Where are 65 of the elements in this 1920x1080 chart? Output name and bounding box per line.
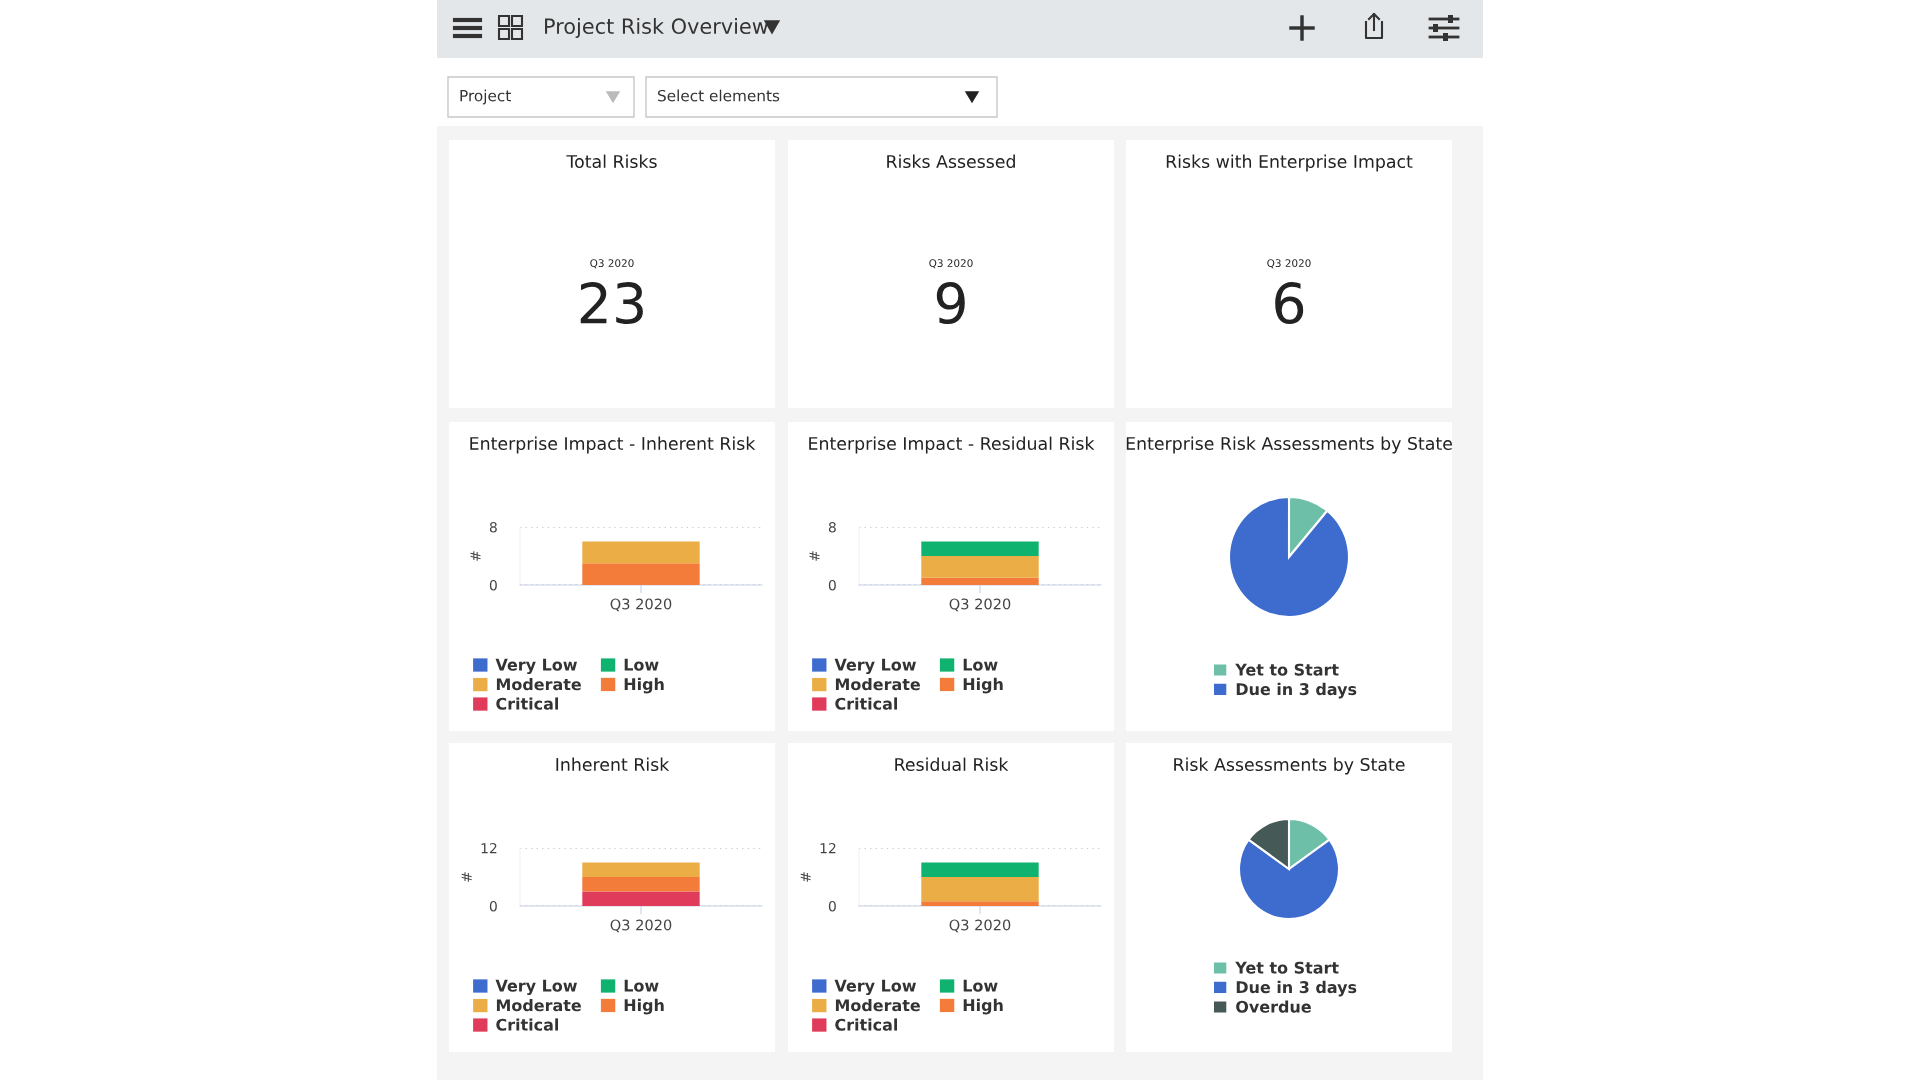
chart-title: Inherent Risk [556,757,670,772]
y-tick-label: 8 [489,521,497,533]
legend-label: Critical [835,1018,898,1031]
text: Select elements [658,89,780,102]
y-tick-label: 8 [828,521,836,533]
legend-label: Moderate [496,998,581,1012]
legend-label: Low [963,979,998,992]
data-label: 9 [936,282,965,325]
y-tick-label: 0 [489,579,497,591]
legend-label: Very Low [495,979,577,995]
bar [921,862,1039,877]
bar [921,541,1039,556]
y-axis-title: # [809,551,820,561]
y-tick-label: 12 [481,842,497,854]
chart-title: Residual Risk [895,757,1009,772]
bar [582,891,700,906]
legend-label: Very Low [495,658,577,674]
legend-label: High [624,677,664,694]
legend-label: Very Low [834,979,916,995]
data-label: 23 [580,282,643,325]
chart-title: Enterprise Risk Assessments by State [1126,436,1452,454]
bar [921,901,1039,906]
y-axis-title: # [470,551,481,561]
bar [582,862,700,877]
legend-label: Critical [835,697,898,710]
category-label: Q3 2020 [1267,259,1311,269]
legend-label: Due in 3 days [1236,980,1357,997]
category-label: Q3 2020 [590,259,634,269]
y-tick-label: 0 [489,900,497,912]
legend-label: Moderate [835,677,920,691]
y-axis-title: # [800,872,811,882]
category-label: Q3 2020 [929,259,973,269]
legend-label: High [963,998,1003,1015]
legend-label: Very Low [834,658,916,674]
legend-label: Critical [496,1018,559,1031]
legend-label: High [624,998,664,1015]
chart-title: Enterprise Impact - Residual Risk [809,436,1095,454]
y-axis-title: # [461,872,472,882]
legend-label: Low [963,658,998,671]
chart-title: Risk Assessments by State [1174,757,1405,775]
legend-label: Low [624,658,659,671]
legend-label: Yet to Start [1235,961,1339,974]
legend-label: Moderate [835,998,920,1012]
chart-title: Enterprise Impact - Inherent Risk [470,436,756,454]
text: Risks with Enterprise Impact [1166,154,1413,172]
legend-label: High [963,677,1003,694]
bar [582,877,700,892]
legend-label: Overdue [1236,1000,1311,1013]
y-tick-label: 12 [820,842,836,854]
text: Project Risk Overview [545,17,768,39]
bar [921,556,1039,578]
bar [921,577,1039,585]
bar [921,877,1039,902]
legend-label: Yet to Start [1235,663,1339,676]
data-label: 6 [1275,282,1304,325]
y-tick-label: 0 [828,900,836,912]
text: Risks Assessed [887,154,1015,169]
pie-slice [1227,495,1351,619]
legend-label: Critical [496,697,559,710]
y-tick-label: 0 [828,579,836,591]
legend-label: Moderate [496,677,581,691]
legend-label: Low [624,979,659,992]
text: Total Risks [566,154,657,169]
text: Project [460,89,511,105]
legend-label: Due in 3 days [1236,682,1357,699]
